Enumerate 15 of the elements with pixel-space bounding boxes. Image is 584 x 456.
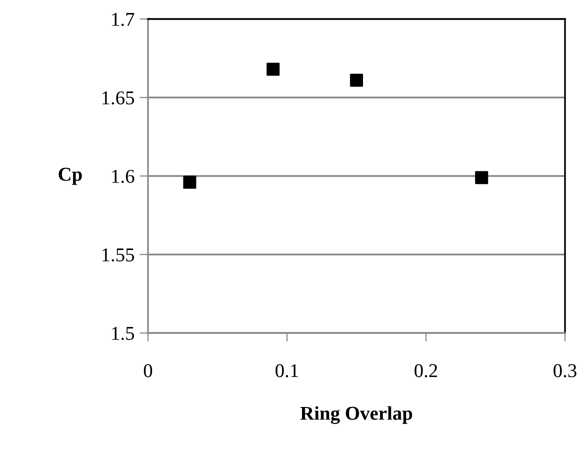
point <box>350 74 364 87</box>
y-axis-title: Cp <box>58 168 82 185</box>
point <box>183 176 196 189</box>
y-tick-label: 1.7 <box>112 12 134 26</box>
x-tick-label: 0 <box>144 364 152 378</box>
x-tick-label: 0.3 <box>554 364 576 378</box>
point <box>266 62 280 76</box>
y-tick-label: 1.55 <box>102 248 134 262</box>
y-tick-label: 1.5 <box>112 326 134 340</box>
x-tick-label: 0.2 <box>414 364 438 378</box>
x-axis-title: Ring Overlap <box>300 406 412 424</box>
y-tick-label: 1.6 <box>112 170 134 184</box>
point <box>475 171 488 184</box>
y-tick-label: 1.65 <box>102 91 134 105</box>
x-tick-label: 0.1 <box>276 364 298 378</box>
